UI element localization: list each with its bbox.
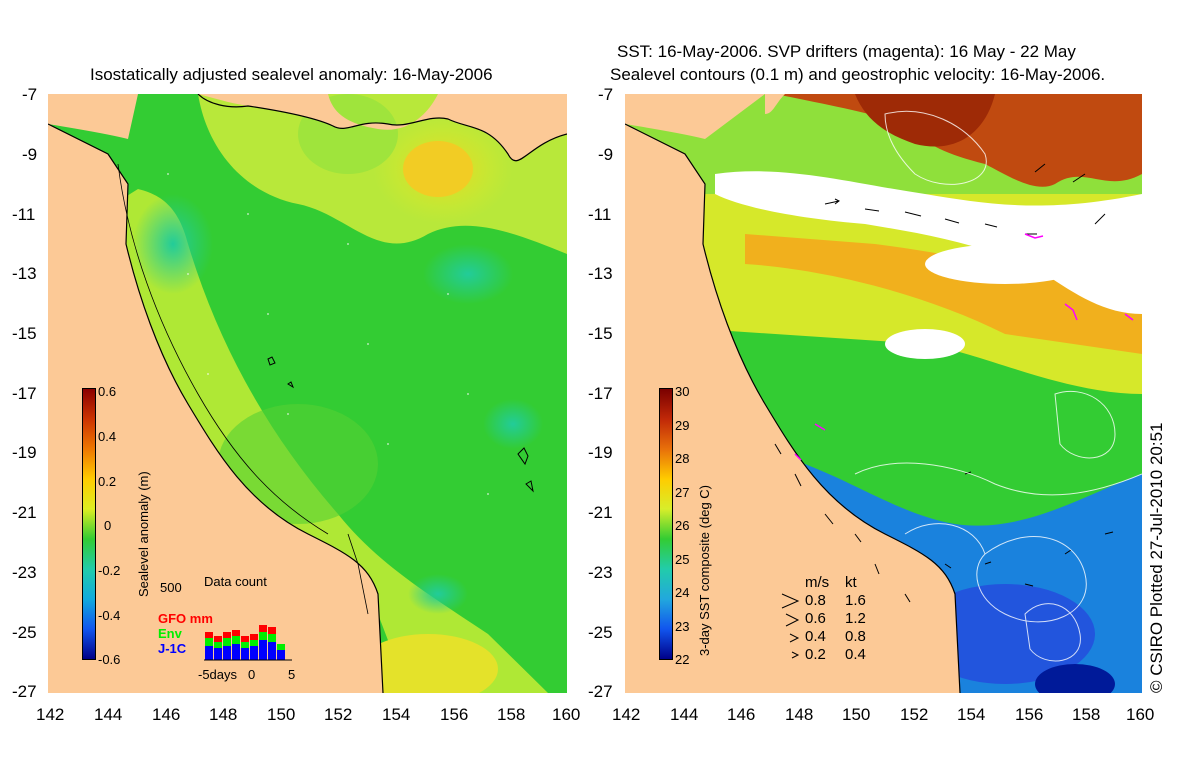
left-lat-tick-7: -7: [22, 85, 38, 104]
sst-tick-22: 22: [675, 652, 690, 667]
right-sst-map: 30 29 28 27 26 25 24 23 22 3-day SST com…: [625, 94, 1142, 693]
svp-drifters: [794, 233, 1134, 461]
left-lat-tick-17: -17: [12, 384, 37, 403]
csiro-credit: © CSIRO Plotted 27-Jul-2010 20:51: [1147, 422, 1166, 693]
right-lat-tick-11: -11: [588, 205, 612, 224]
speed-legend-kt-header: kt: [845, 574, 857, 591]
right-lon-tick-154: 154: [957, 705, 986, 724]
speed-row-2-ms: 0.6: [805, 610, 826, 627]
left-lon-tick-144: 144: [94, 705, 123, 724]
right-lon-tick-156: 156: [1015, 705, 1044, 724]
right-lon-tick-146: 146: [727, 705, 756, 724]
speed-row-1-kt: 1.6: [845, 592, 866, 609]
left-lat-tick-25: -25: [12, 623, 37, 642]
sealevel-contours: [854, 110, 1142, 662]
sst-tick-24: 24: [675, 585, 690, 600]
sst-tick-26: 26: [675, 518, 690, 533]
sealevel-tick-2: 0.4: [98, 429, 117, 444]
sst-tick-23: 23: [675, 619, 690, 634]
right-lat-tick-23: -23: [588, 563, 613, 582]
right-lat-tick-17: -17: [588, 384, 613, 403]
sealevel-tick-1: 0.6: [98, 384, 117, 399]
speed-row-1-ms: 0.8: [805, 592, 826, 609]
left-lat-tick-19: -19: [12, 443, 37, 462]
left-lat-tick-11: -11: [12, 205, 36, 224]
right-lon-tick-142: 142: [612, 705, 641, 724]
right-lon-tick-148: 148: [785, 705, 814, 724]
left-lon-tick-148: 148: [209, 705, 238, 724]
right-map-svg: [625, 94, 1142, 693]
speed-row-4-ms: 0.2: [805, 646, 826, 663]
speed-legend-ms-header: m/s: [805, 574, 830, 591]
left-lon-tick-156: 156: [440, 705, 469, 724]
speed-row-2-kt: 1.2: [845, 610, 866, 627]
sst-colorbar-label: 3-day SST composite (deg C): [697, 485, 712, 656]
right-lat-tick-27: -27: [588, 682, 613, 701]
left-map-title: Isostatically adjusted sealevel anomaly:…: [90, 65, 493, 84]
sealevel-tick-5: -0.2: [98, 563, 121, 578]
right-lon-tick-150: 150: [842, 705, 871, 724]
sst-colorbar: [659, 388, 673, 660]
inset-bars: [205, 625, 285, 660]
sealevel-tick-7: -0.6: [98, 652, 121, 667]
right-lat-tick-21: -21: [588, 503, 613, 522]
sst-tick-29: 29: [675, 418, 690, 433]
inset-legend-j1c: J-1C: [158, 641, 187, 656]
sst-tick-25: 25: [675, 552, 690, 567]
right-lat-tick-19: -19: [588, 443, 613, 462]
left-lon-tick-142: 142: [36, 705, 65, 724]
left-lon-tick-146: 146: [152, 705, 181, 724]
right-lon-tick-144: 144: [670, 705, 699, 724]
left-lat-tick-13: -13: [12, 264, 37, 283]
speed-row-4-kt: 0.4: [845, 646, 866, 663]
right-lat-tick-7: -7: [598, 85, 614, 104]
sealevel-tick-3: 0.2: [98, 474, 117, 489]
left-lat-tick-21: -21: [12, 503, 37, 522]
sealevel-colorbar: [82, 388, 96, 660]
left-sealevel-map: 0.6 0.4 0.2 0 -0.2 -0.4 -0.6 Sealevel an…: [48, 94, 567, 693]
sealevel-colorbar-label: Sealevel anomaly (m): [136, 471, 151, 597]
inset-title: Data count: [204, 574, 267, 589]
left-lat-tick-9: -9: [22, 145, 38, 164]
inset-xlabel-end: 5: [288, 667, 296, 682]
right-lon-tick-158: 158: [1072, 705, 1101, 724]
right-lat-tick-25: -25: [588, 623, 613, 642]
right-lat-tick-15: -15: [588, 324, 613, 343]
velocity-arrows: [774, 163, 1114, 603]
speed-legend-arrows: [781, 593, 800, 659]
inset-xlabel-start: -5days: [198, 667, 238, 682]
right-lon-tick-160: 160: [1126, 705, 1155, 724]
left-lon-tick-152: 152: [324, 705, 353, 724]
sealevel-tick-4: 0: [104, 518, 112, 533]
right-lat-tick-9: -9: [598, 145, 614, 164]
left-lon-tick-150: 150: [267, 705, 296, 724]
sst-tick-28: 28: [675, 451, 690, 466]
left-lat-tick-23: -23: [12, 563, 37, 582]
right-lon-tick-152: 152: [900, 705, 929, 724]
right-lat-tick-13: -13: [588, 264, 613, 283]
left-lon-tick-154: 154: [382, 705, 411, 724]
sst-tick-27: 27: [675, 485, 690, 500]
sealevel-tick-6: -0.4: [98, 608, 121, 623]
speed-row-3-ms: 0.4: [805, 628, 826, 645]
speed-row-3-kt: 0.8: [845, 628, 866, 645]
inset-legend-env: Env: [158, 626, 182, 641]
inset-ymax: 500: [160, 580, 182, 595]
left-map-svg: [48, 94, 567, 693]
left-lat-tick-27: -27: [12, 682, 37, 701]
left-lat-tick-15: -15: [12, 324, 37, 343]
left-lon-tick-158: 158: [497, 705, 526, 724]
left-lon-tick-160: 160: [552, 705, 581, 724]
right-map-title-line2: Sealevel contours (0.1 m) and geostrophi…: [610, 65, 1106, 84]
inset-bar-chart: [204, 625, 292, 661]
sst-tick-30: 30: [675, 384, 690, 399]
inset-legend-gfo: GFO mm: [158, 611, 213, 626]
inset-xlabel-zero: 0: [248, 667, 256, 682]
right-map-title-line1: SST: 16-May-2006. SVP drifters (magenta)…: [617, 42, 1076, 61]
